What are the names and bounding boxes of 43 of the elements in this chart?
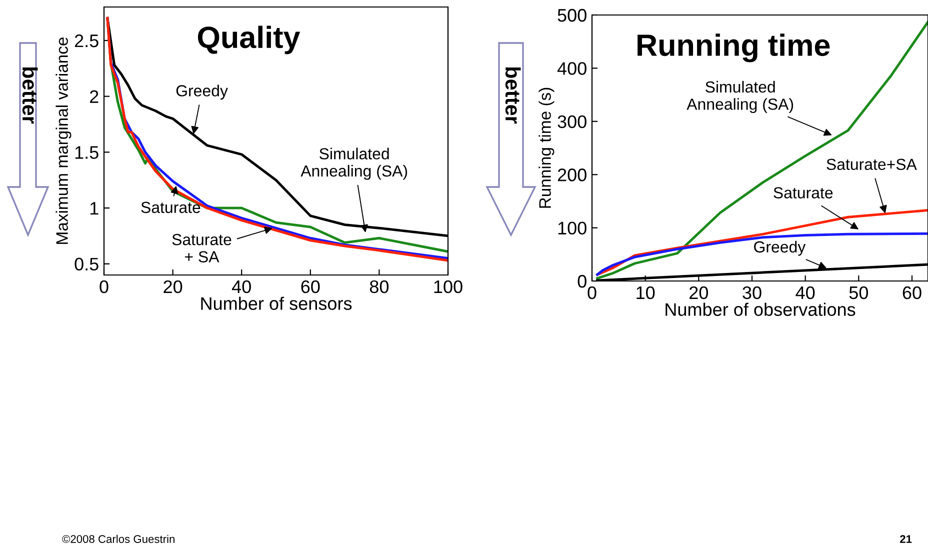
y-tick-label: 100	[558, 222, 586, 235]
x-tick-label: 40	[232, 280, 251, 294]
x-tick-label: 30	[742, 286, 762, 300]
line-series	[596, 20, 928, 280]
y-tick-label: 200	[558, 168, 586, 182]
text: Running time	[638, 34, 830, 62]
y-tick-label: 1	[90, 202, 98, 215]
text: ©2008 Carlos Guestrin	[62, 534, 174, 543]
text: Quality	[198, 26, 300, 54]
x-tick-label: 60	[902, 286, 922, 300]
x-tick-label: 80	[370, 280, 389, 294]
x-tick-label: 100	[434, 280, 462, 294]
annotation: Saturate+SA	[826, 158, 917, 170]
x-tick-label: 20	[164, 280, 182, 294]
x-tick-label: 10	[636, 286, 655, 300]
annotation: Saturate + SA	[172, 234, 232, 262]
line-series	[596, 232, 928, 276]
text: 21	[900, 535, 912, 543]
y-tick-label: 1.5	[75, 146, 98, 159]
annotation: Greedy	[176, 84, 228, 100]
y-tick-label: 2.5	[74, 34, 98, 48]
annotation: Simulated Annealing (SA)	[686, 80, 794, 114]
x-tick-label: 60	[301, 280, 320, 294]
x-tick-label: 40	[796, 286, 815, 300]
x-tick-label: 0	[100, 280, 108, 294]
x-tick-label: 50	[849, 286, 868, 300]
annotation: Greedy	[754, 240, 806, 256]
x-tick-label: 20	[690, 286, 708, 300]
annotation: Saturate	[141, 202, 200, 214]
annotation: Simulated Annealing (SA)	[300, 148, 408, 180]
text: better	[505, 67, 521, 124]
y-tick-label: 500	[558, 8, 586, 22]
x-axis-title: Number of observations	[666, 302, 856, 316]
text: better	[22, 67, 38, 124]
y-tick-label: 300	[558, 115, 586, 128]
y-tick-label: 2	[90, 90, 98, 103]
y-axis-title: Running time (s)	[538, 88, 554, 208]
annotation: Saturate	[774, 187, 833, 198]
x-tick-label: 0	[588, 286, 596, 300]
y-tick-label: 0.5	[74, 258, 98, 271]
x-axis-title: Number of sensors	[201, 296, 352, 310]
y-tick-label: 400	[557, 62, 586, 75]
y-axis-title: Maximum marginal variance	[56, 38, 72, 244]
